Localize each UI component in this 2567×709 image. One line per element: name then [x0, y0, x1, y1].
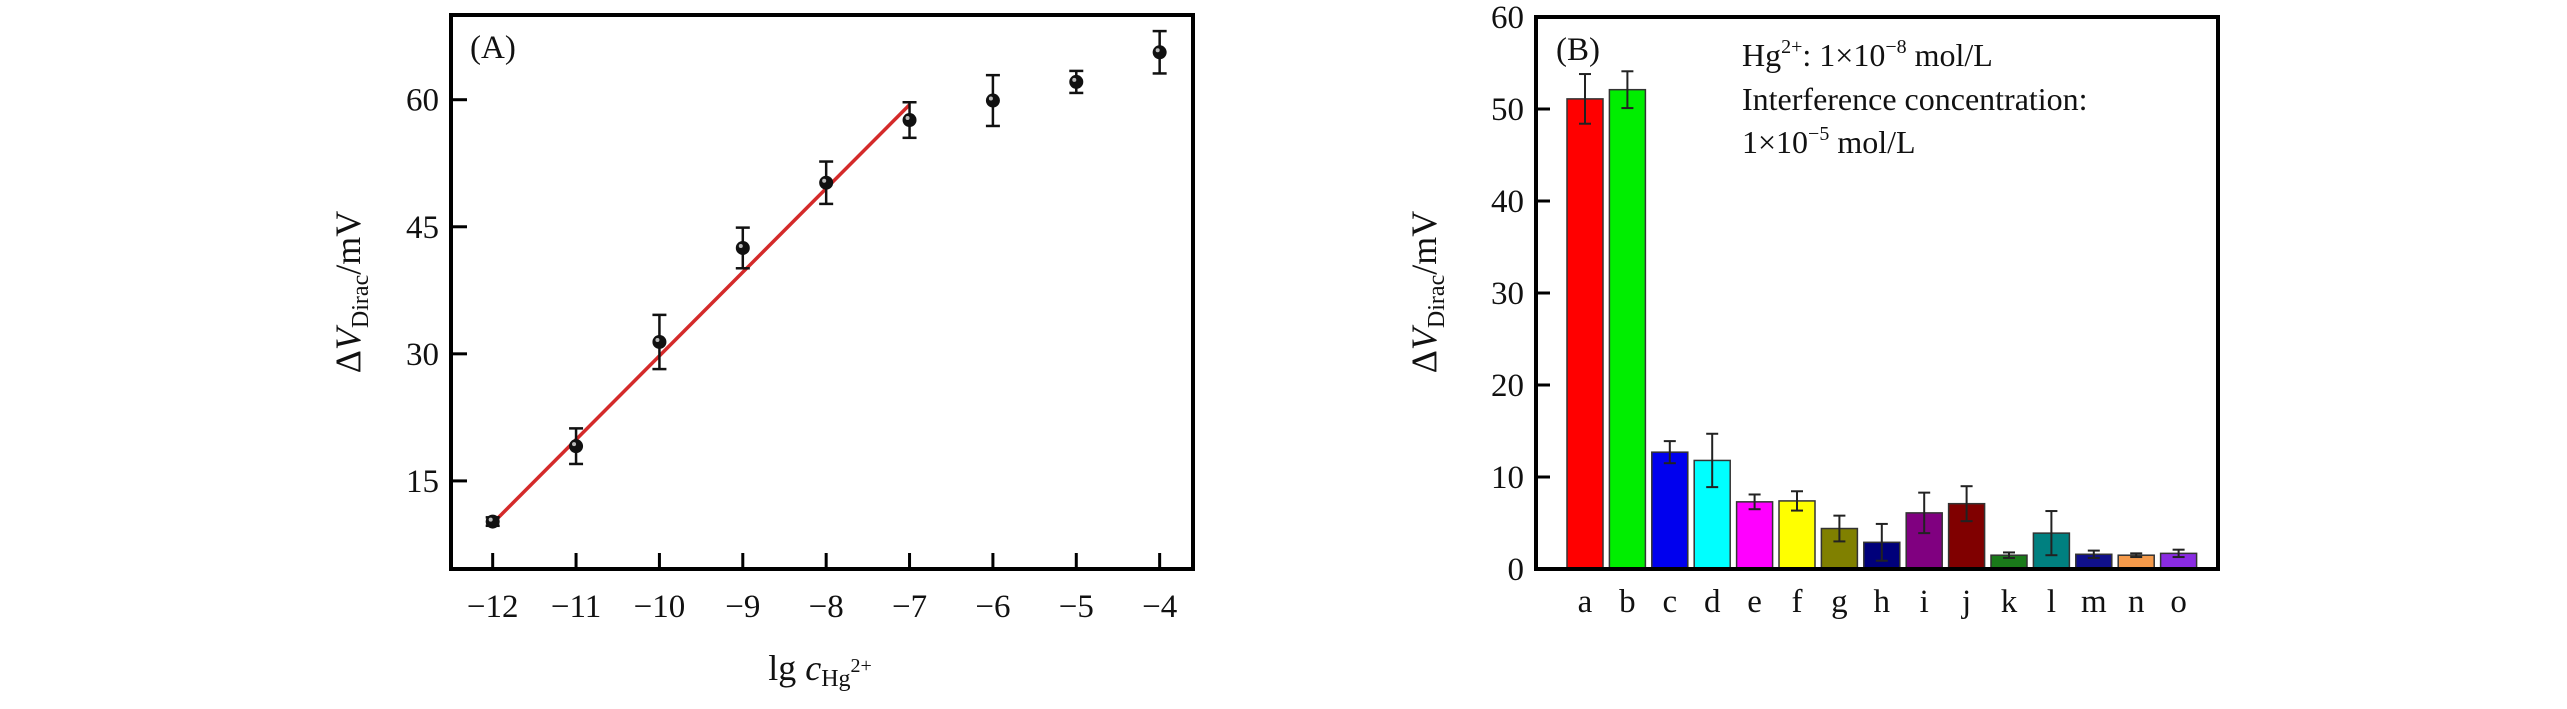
chart-b-annotation-line-1: Hg2+: 1×10−8 mol/L	[1742, 36, 1993, 73]
chart-b-x-tick-label: e	[1747, 584, 1762, 620]
chart-a-data-point-highlight	[905, 116, 910, 121]
chart-a-y-tick-label: 45	[406, 210, 439, 246]
chart-a-data-point	[819, 175, 834, 190]
chart-b-y-tick-label: 60	[1491, 0, 1524, 36]
chart-a-data-point	[569, 439, 584, 454]
chart-b-x-tick-label: b	[1619, 584, 1636, 620]
chart-a-data-point-highlight	[1072, 77, 1077, 82]
chart-a-x-tick-label: −5	[1059, 589, 1094, 625]
chart-a-plot-frame	[449, 13, 1195, 571]
chart-b-y-axis-label: ΔVDirac/mV	[1404, 211, 1450, 373]
chart-a-y-axis-label: ΔVDirac/mV	[328, 211, 374, 373]
chart-b-y-tick-label: 10	[1491, 460, 1524, 496]
chart-a: (A) −12 −11 −10 −9 −8 −7 −6 −5 −4 15 30 45 60 ΔVDira…	[328, 13, 1195, 692]
chart-b-panel-label: (B)	[1556, 32, 1600, 68]
chart-b-bar-b	[1608, 88, 1647, 570]
chart-a-x-tick-label: −6	[975, 589, 1010, 625]
chart-b-y-tick-label: 0	[1508, 552, 1525, 588]
chart-b-annotation-line-3: 1×10−5 mol/L	[1742, 123, 1916, 160]
chart-b-bar-a	[1566, 98, 1604, 570]
chart-b-x-tick-label: j	[1961, 584, 1971, 620]
chart-a-data-point	[902, 113, 917, 128]
chart-a-x-tick-label: −7	[892, 589, 927, 625]
chart-a-x-tick-label: −12	[467, 589, 519, 625]
chart-b-y-tick-label: 30	[1491, 276, 1524, 312]
chart-a-data-point-highlight	[988, 96, 993, 101]
chart-a-data-point-highlight	[488, 517, 493, 522]
chart-b-bar-c	[1651, 451, 1689, 570]
chart-a-x-tick-label: −9	[725, 589, 760, 625]
chart-b-x-tick-label: n	[2128, 584, 2145, 620]
chart-a-x-axis-label: lg cHg2+	[768, 648, 872, 692]
chart-a-y-tick-label: 15	[406, 464, 439, 500]
chart-b-x-tick-label: d	[1704, 584, 1721, 620]
chart-a-data-point-highlight	[738, 243, 743, 248]
chart-a-data-point	[1069, 74, 1084, 89]
chart-a-fit-line	[491, 103, 911, 525]
chart-a-x-tick-label: −8	[809, 589, 844, 625]
chart-a-data-point-highlight	[572, 442, 577, 447]
chart-b-bar-d	[1693, 459, 1731, 570]
chart-b-x-tick-label: o	[2170, 584, 2187, 620]
chart-a-x-tick-label: −11	[551, 589, 601, 625]
chart-b-x-tick-label: c	[1662, 584, 1677, 620]
chart-b-x-tick-label: l	[2047, 584, 2056, 620]
chart-a-data-point	[1152, 45, 1167, 60]
chart-b-x-tick-label: k	[2001, 584, 2018, 620]
chart-a-y-tick-label: 30	[406, 337, 439, 373]
chart-b-y-tick-label: 40	[1491, 184, 1524, 220]
chart-b-x-tick-label: g	[1831, 584, 1848, 620]
chart-a-data-point	[652, 334, 667, 349]
chart-b-x-tick-label: m	[2081, 584, 2107, 620]
chart-a-y-tick-label: 60	[406, 83, 439, 119]
chart-a-data-point	[485, 514, 500, 529]
chart-a-data-point	[985, 93, 1000, 108]
chart-a-panel-label: (A)	[470, 30, 516, 66]
chart-b-x-tick-label: a	[1578, 584, 1593, 620]
chart-b-x-tick-label: f	[1792, 584, 1803, 620]
chart-b-y-tick-label: 50	[1491, 92, 1524, 128]
chart-a-data-point-highlight	[655, 337, 660, 342]
chart-a-data-point-highlight	[822, 178, 827, 183]
chart-b-x-tick-label: i	[1920, 584, 1929, 620]
chart-a-x-tick-label: −4	[1142, 589, 1177, 625]
chart-b-x-tick-label: h	[1874, 584, 1891, 620]
chart-b-y-tick-label: 20	[1491, 368, 1524, 404]
chart-a-data-point	[735, 240, 750, 255]
chart-b-bar-e	[1735, 501, 1774, 570]
chart-b-annotation-line-2: Interference concentration:	[1742, 81, 2088, 117]
chart-a-data-point-highlight	[1155, 48, 1160, 53]
chart-a-x-tick-label: −10	[634, 589, 686, 625]
